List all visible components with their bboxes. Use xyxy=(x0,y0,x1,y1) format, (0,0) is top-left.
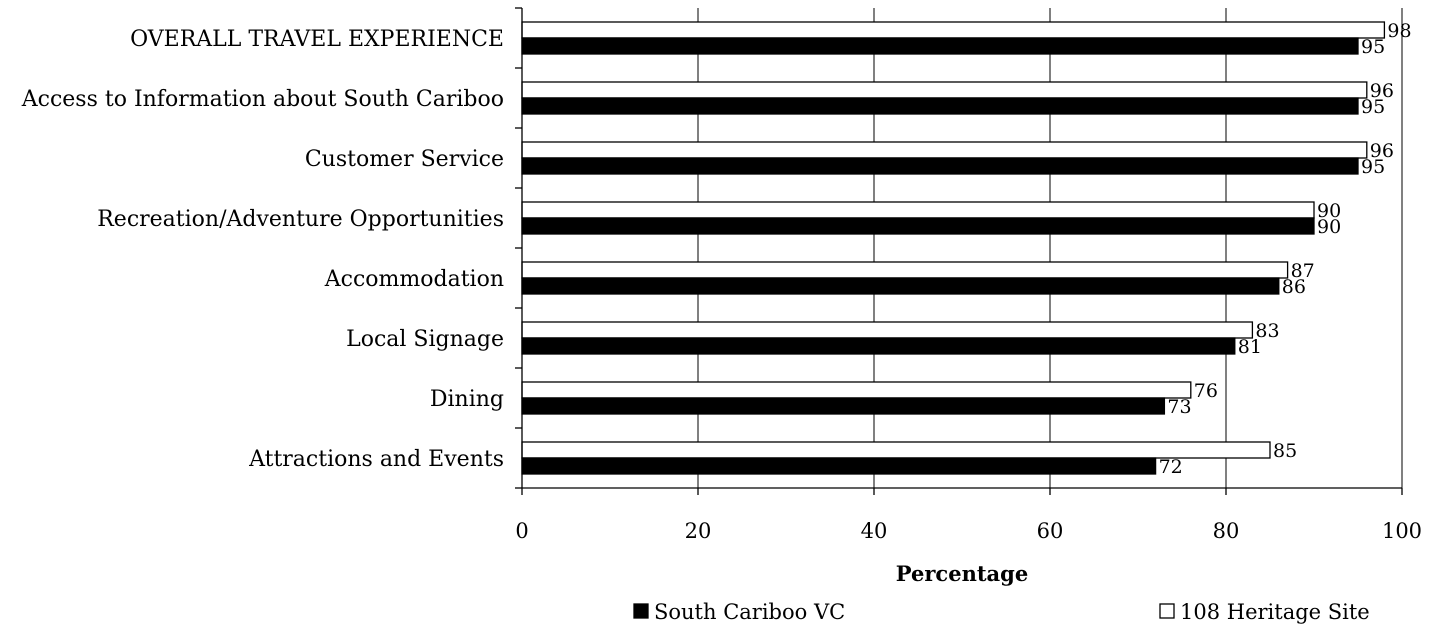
x-tick-label: 0 xyxy=(515,519,528,543)
category-label: Customer Service xyxy=(305,147,504,172)
bar xyxy=(521,457,1157,475)
data-label: 95 xyxy=(1361,96,1385,118)
category-label: Attractions and Events xyxy=(248,447,504,472)
bar xyxy=(521,381,1192,399)
category-label: Local Signage xyxy=(346,327,504,352)
bar xyxy=(521,157,1359,175)
data-label: 83 xyxy=(1255,320,1279,342)
category-label: Dining xyxy=(430,387,504,412)
x-tick-label: 20 xyxy=(685,519,712,543)
bar xyxy=(521,201,1315,219)
data-label: 90 xyxy=(1317,216,1341,238)
data-label: 96 xyxy=(1370,140,1394,162)
data-label: 95 xyxy=(1361,36,1385,58)
x-tick-label: 40 xyxy=(861,519,888,543)
legend-label: 108 Heritage Site xyxy=(1180,600,1370,624)
data-label: 81 xyxy=(1238,336,1262,358)
category-label: Recreation/Adventure Opportunities xyxy=(97,207,504,232)
bar xyxy=(521,261,1289,279)
data-label: 86 xyxy=(1282,276,1306,298)
bar xyxy=(521,337,1236,355)
x-axis-title: Percentage xyxy=(896,561,1028,586)
legend-swatch xyxy=(1159,603,1175,619)
data-label: 73 xyxy=(1167,396,1191,418)
x-tick-label: 80 xyxy=(1213,519,1240,543)
bar xyxy=(521,81,1368,99)
data-label: 85 xyxy=(1273,440,1297,462)
x-tick-label: 60 xyxy=(1037,519,1064,543)
bars xyxy=(521,21,1386,475)
gridlines xyxy=(697,8,1403,488)
category-label: Accommodation xyxy=(324,267,504,292)
data-label: 87 xyxy=(1291,260,1315,282)
data-label: 98 xyxy=(1387,20,1411,42)
data-label: 76 xyxy=(1194,380,1218,402)
bar xyxy=(521,97,1359,115)
bar xyxy=(521,277,1280,295)
axes xyxy=(515,7,1403,495)
bar xyxy=(521,321,1254,339)
data-label: 90 xyxy=(1317,200,1341,222)
x-tick-label: 100 xyxy=(1382,519,1422,543)
category-label: Access to Information about South Caribo… xyxy=(21,87,504,112)
bar xyxy=(521,217,1315,235)
category-label: OVERALL TRAVEL EXPERIENCE xyxy=(130,27,504,52)
legend: South Cariboo VC 108 Heritage Site xyxy=(633,600,1370,624)
bar xyxy=(521,37,1359,55)
bar xyxy=(521,397,1166,415)
data-label: 72 xyxy=(1159,456,1183,478)
bar xyxy=(521,21,1386,39)
bar xyxy=(521,141,1368,159)
data-label: 95 xyxy=(1361,156,1385,178)
legend-label: South Cariboo VC xyxy=(654,600,845,624)
data-label: 96 xyxy=(1370,80,1394,102)
legend-swatch xyxy=(633,603,649,619)
